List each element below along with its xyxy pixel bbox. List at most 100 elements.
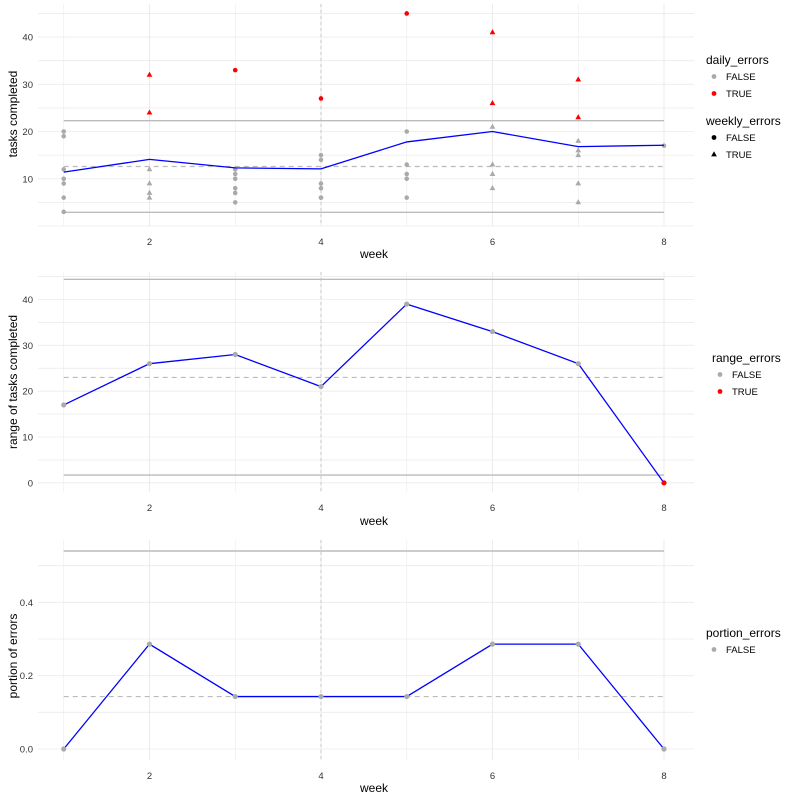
data-point xyxy=(61,402,67,408)
chart-panel-3: 2 4 6 8 0.0 0.2 0.4 week portion of errors portio… xyxy=(6,540,781,795)
data-point-triangle xyxy=(489,29,496,35)
data-point xyxy=(61,209,67,215)
data-point xyxy=(318,693,324,700)
data-point xyxy=(404,171,410,177)
data-point xyxy=(232,67,238,73)
x-tick-label: 8 xyxy=(661,503,666,514)
series-line xyxy=(63,643,665,750)
data-point xyxy=(318,157,324,163)
data-point-triangle xyxy=(575,151,582,158)
legend-key xyxy=(711,135,717,140)
x-tick-label: 6 xyxy=(490,771,495,782)
legend-key xyxy=(717,389,723,394)
legend-label: TRUE xyxy=(726,150,752,161)
data-point-triangle xyxy=(146,194,153,200)
legend-key xyxy=(711,74,717,79)
legend-key xyxy=(717,372,723,377)
data-point xyxy=(61,129,67,134)
data-point-triangle xyxy=(575,199,582,205)
data-point xyxy=(404,162,410,167)
data-point xyxy=(146,361,153,367)
data-point xyxy=(61,195,67,200)
x-tick-label: 2 xyxy=(147,237,152,248)
x-tick-label: 2 xyxy=(147,503,152,514)
data-point xyxy=(61,181,67,186)
data-point xyxy=(61,176,67,182)
x-tick-label: 8 xyxy=(661,771,666,782)
data-point-triangle xyxy=(146,166,153,172)
x-tick-label: 4 xyxy=(318,771,323,782)
data-point-triangle xyxy=(146,189,153,195)
mean-series-line xyxy=(63,130,664,173)
data-point xyxy=(61,167,67,172)
y-tick-label: 0.4 xyxy=(20,598,33,609)
data-point xyxy=(404,693,410,700)
data-point-triangle xyxy=(489,185,496,191)
legend-title: weekly_errors xyxy=(705,114,781,128)
data-point xyxy=(232,351,238,358)
x-axis-label: week xyxy=(359,781,389,795)
data-point-triangle xyxy=(575,147,582,153)
legend-daily-errors: daily_errors FALSE TRUE xyxy=(706,53,769,100)
legend-label: FALSE xyxy=(726,133,756,144)
data-point xyxy=(318,185,324,191)
data-point xyxy=(661,480,667,486)
y-tick-label: 0.0 xyxy=(20,745,33,756)
data-point-triangle xyxy=(489,99,496,106)
data-point-triangle xyxy=(575,180,582,186)
data-point-triangle xyxy=(575,114,582,120)
data-point xyxy=(232,190,238,196)
x-tick-label: 6 xyxy=(490,503,495,514)
legend-key xyxy=(711,647,717,652)
data-point xyxy=(404,301,410,307)
legend-title: portion_errors xyxy=(706,626,781,640)
legend-key xyxy=(711,91,717,96)
legend-label: TRUE xyxy=(726,89,752,100)
y-tick-label: 0 xyxy=(28,478,33,489)
data-point xyxy=(575,361,581,367)
x-tick-label: 2 xyxy=(147,771,152,782)
data-point xyxy=(232,200,238,205)
data-point xyxy=(232,171,238,177)
data-point xyxy=(404,195,410,200)
data-point xyxy=(232,185,238,191)
data-point xyxy=(404,11,410,16)
chart-panel-1: 2 4 6 8 10 20 30 40 week tasks completed daily_err… xyxy=(6,4,781,261)
data-point xyxy=(318,96,324,101)
y-tick-label: 10 xyxy=(22,174,33,185)
chart-panel-2: 2 4 6 8 0 10 20 30 40 week range of tasks complete… xyxy=(6,272,781,528)
series-line xyxy=(63,303,665,484)
y-tick-label: 0.2 xyxy=(20,671,33,682)
data-point xyxy=(232,693,238,700)
y-axis-label: range of tasks completed xyxy=(6,315,20,449)
legend-title: daily_errors xyxy=(706,53,769,67)
legend-portion-errors: portion_errors FALSE xyxy=(706,626,781,656)
data-point xyxy=(318,383,324,390)
data-point xyxy=(232,176,238,182)
x-tick-label: 4 xyxy=(318,237,323,248)
x-tick-label: 4 xyxy=(318,503,323,514)
legend-key-triangle xyxy=(711,151,717,157)
y-axis-label: portion of errors xyxy=(6,614,20,699)
data-point xyxy=(404,176,410,182)
legend-label: FALSE xyxy=(732,370,762,381)
data-point xyxy=(661,746,667,752)
data-point xyxy=(489,641,496,647)
legend-label: FALSE xyxy=(726,72,756,83)
y-axis-label: tasks completed xyxy=(6,71,20,158)
y-tick-label: 30 xyxy=(22,341,33,352)
data-point-triangle xyxy=(146,180,153,186)
x-tick-label: 6 xyxy=(490,237,495,248)
y-tick-label: 20 xyxy=(22,127,33,138)
data-point-triangle xyxy=(146,109,153,115)
data-point-triangle xyxy=(575,76,582,82)
y-tick-label: 40 xyxy=(22,295,33,306)
data-point xyxy=(146,641,153,647)
data-point xyxy=(404,129,410,134)
legend-weekly-errors: weekly_errors FALSE TRUE xyxy=(705,114,781,161)
legend-range-errors: range_errors FALSE TRUE xyxy=(712,351,781,398)
data-point xyxy=(61,746,67,752)
data-point xyxy=(318,195,324,200)
